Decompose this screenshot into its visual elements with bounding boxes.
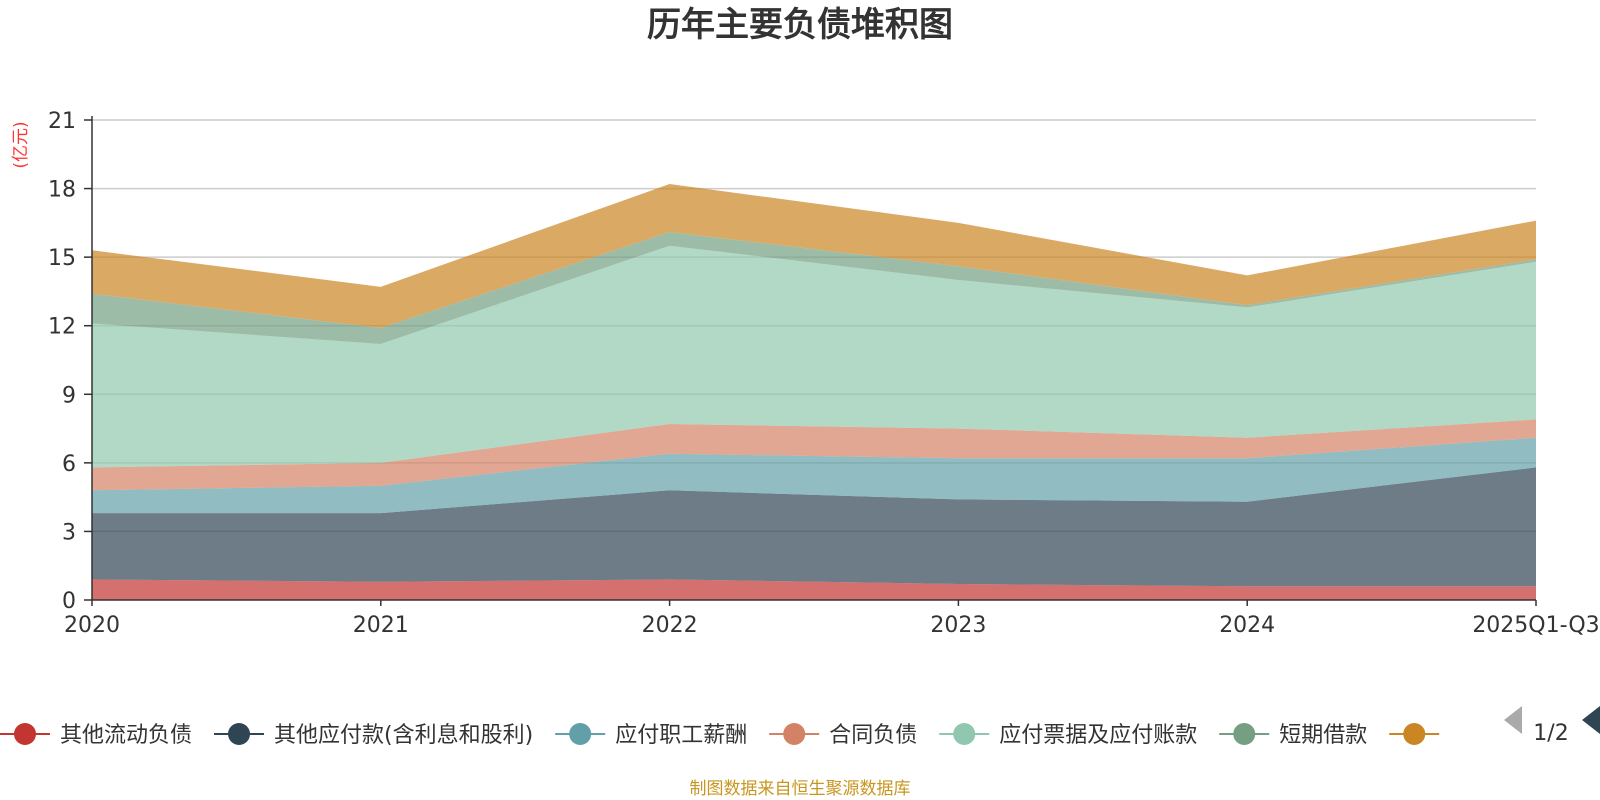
legend-marker-icon <box>1403 723 1426 745</box>
legend-item-4[interactable]: 应付票据及应付账款 <box>939 723 1197 748</box>
legend-next-arrow-icon[interactable] <box>1582 706 1600 734</box>
area-series-6 <box>92 184 1536 328</box>
y-tick-label: 21 <box>48 109 76 134</box>
legend-label: 合同负债 <box>829 723 917 748</box>
area-series-0 <box>92 579 1536 600</box>
legend-item-1[interactable]: 其他应付款(含利息和股利) <box>214 723 533 748</box>
legend-marker-icon <box>228 723 251 745</box>
y-tick-label: 3 <box>62 520 76 545</box>
area-series-2 <box>92 437 1536 514</box>
legend: 其他流动负债 其他应付款(含利息和股利) 应付职工薪酬 合同负债 应付票据及应付账款 短期… <box>0 723 1440 748</box>
chart-title: 历年主要负债堆积图 <box>647 5 953 45</box>
y-tick-label: 6 <box>62 452 76 477</box>
legend-marker-icon <box>783 723 806 745</box>
legend-item-0[interactable]: 其他流动负债 <box>0 723 192 748</box>
y-tick-label: 0 <box>62 589 76 614</box>
legend-marker-icon <box>953 723 976 745</box>
legend-label: 其他流动负债 <box>60 723 192 748</box>
legend-marker-icon <box>14 723 36 745</box>
area-series-5 <box>92 232 1536 344</box>
x-tick-label: 2025Q1-Q3 <box>1472 613 1599 638</box>
x-tick-label: 2023 <box>930 613 986 638</box>
area-series <box>92 184 1536 600</box>
legend-pager: 1/2 <box>1504 706 1600 746</box>
source-note: 制图数据来自恒生聚源数据库 <box>690 779 911 799</box>
area-series-3 <box>92 419 1536 491</box>
legend-marker-icon <box>1233 723 1256 745</box>
x-tick-label: 2022 <box>642 613 698 638</box>
y-tick-label: 12 <box>48 315 76 340</box>
y-tick-label: 9 <box>62 383 76 408</box>
legend-page-indicator: 1/2 <box>1533 721 1568 746</box>
legend-label: 应付票据及应付账款 <box>999 723 1197 748</box>
x-tick-label: 2021 <box>353 613 409 638</box>
y-tick-label: 15 <box>48 246 76 271</box>
legend-prev-arrow-icon[interactable] <box>1504 706 1522 734</box>
legend-item-2[interactable]: 应付职工薪酬 <box>555 723 747 748</box>
legend-label: 应付职工薪酬 <box>615 723 747 748</box>
y-axis-unit: (亿元) <box>11 121 31 168</box>
axes: 0 3 6 9 12 15 18 21 2020 2021 2022 2023 2024 2025Q1-Q… <box>48 109 1600 638</box>
y-tick-label: 18 <box>48 178 76 203</box>
legend-label: 其他应付款(含利息和股利) <box>274 723 533 748</box>
area-series-4 <box>92 245 1536 468</box>
x-tick-label: 2020 <box>64 613 120 638</box>
legend-label: 短期借款 <box>1279 723 1367 748</box>
x-tick-label: 2024 <box>1219 613 1275 638</box>
legend-item-3[interactable]: 合同负债 <box>769 723 917 748</box>
area-series-1 <box>92 467 1536 587</box>
legend-item-5[interactable]: 短期借款 <box>1219 723 1367 748</box>
legend-item-6[interactable] <box>1389 723 1440 745</box>
legend-marker-icon <box>569 723 592 745</box>
